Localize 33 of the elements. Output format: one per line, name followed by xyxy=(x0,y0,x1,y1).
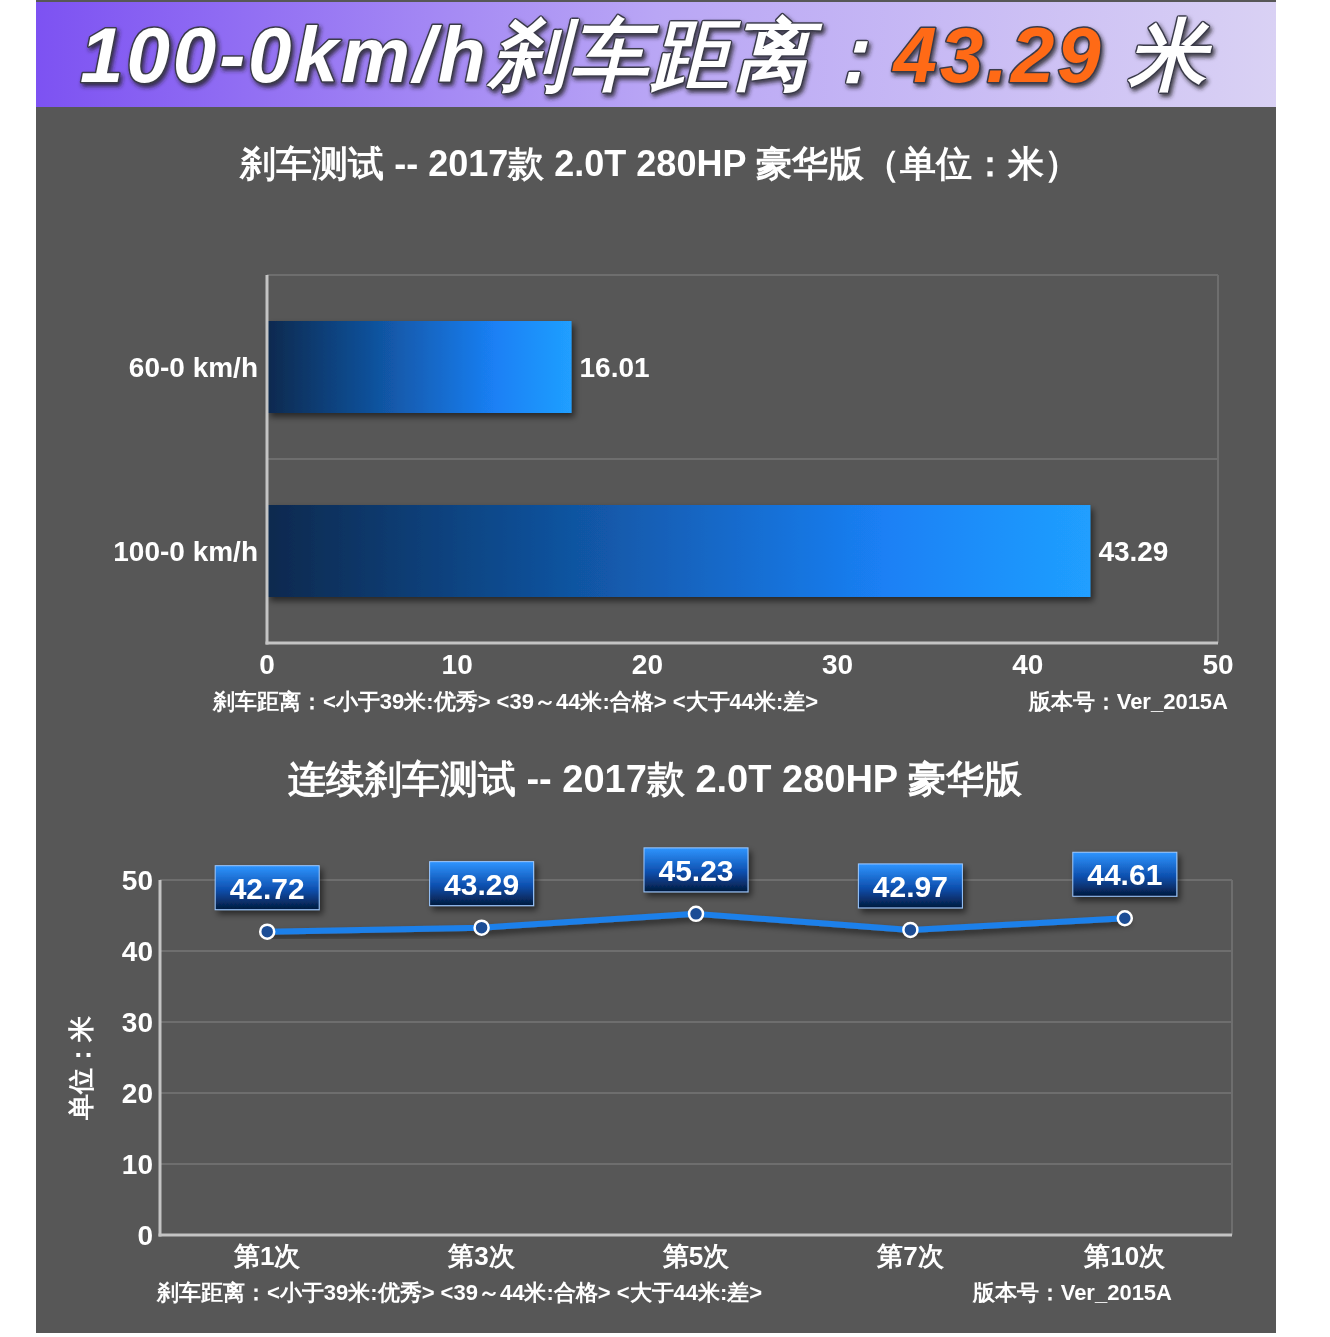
data-label: 42.97 xyxy=(872,869,948,903)
data-label: 43.29 xyxy=(444,867,520,901)
x-tick-label: 10 xyxy=(441,649,473,680)
x-tick-label: 20 xyxy=(631,649,663,680)
data-label: 45.23 xyxy=(658,853,734,887)
x-tick-label: 30 xyxy=(822,649,854,680)
x-tick-label: 第5次 xyxy=(661,1241,731,1271)
y-tick-label: 60-0 km/h xyxy=(128,352,258,383)
text: 刹车距离：<小于39米:优秀> <39～44米:合格> <大于44米:差> xyxy=(212,689,819,714)
x-tick-label: 第10次 xyxy=(1083,1241,1167,1271)
y-tick-label: 100-0 km/h xyxy=(113,536,258,567)
data-label: 43.29 xyxy=(1098,536,1169,567)
chart-title: 100-0km/h刹车距离：43.29 米 xyxy=(80,11,1214,99)
y-tick-label: 30 xyxy=(121,1007,153,1038)
y-axis-title: 单位：米 xyxy=(66,1015,96,1121)
y-tick-label: 20 xyxy=(121,1078,153,1109)
chart-title: 连续刹车测试 -- 2017款 2.0T 280HP 豪华版 xyxy=(287,758,1024,800)
data-label: 42.72 xyxy=(229,871,305,905)
text: 版本号：Ver_2015A xyxy=(1027,689,1229,714)
x-tick-label: 第3次 xyxy=(447,1241,516,1271)
data-label: 44.61 xyxy=(1087,858,1163,892)
text: 刹车距离：<小于39米:优秀> <39～44米:合格> <大于44米:差> xyxy=(156,1280,763,1305)
text: 版本号：Ver_2015A xyxy=(971,1280,1173,1305)
x-tick-label: 第7次 xyxy=(876,1241,945,1271)
x-tick-label: 第1次 xyxy=(232,1241,302,1271)
y-tick-label: 40 xyxy=(121,936,153,967)
y-tick-label: 10 xyxy=(121,1149,153,1180)
data-label: 16.01 xyxy=(579,352,650,383)
x-tick-label: 50 xyxy=(1202,649,1234,680)
chart-subtitle: 刹车测试 -- 2017款 2.0T 280HP 豪华版（单位：米） xyxy=(239,143,1080,184)
x-tick-label: 40 xyxy=(1012,649,1044,680)
y-tick-label: 50 xyxy=(121,865,153,896)
y-tick-label: 0 xyxy=(137,1220,153,1251)
